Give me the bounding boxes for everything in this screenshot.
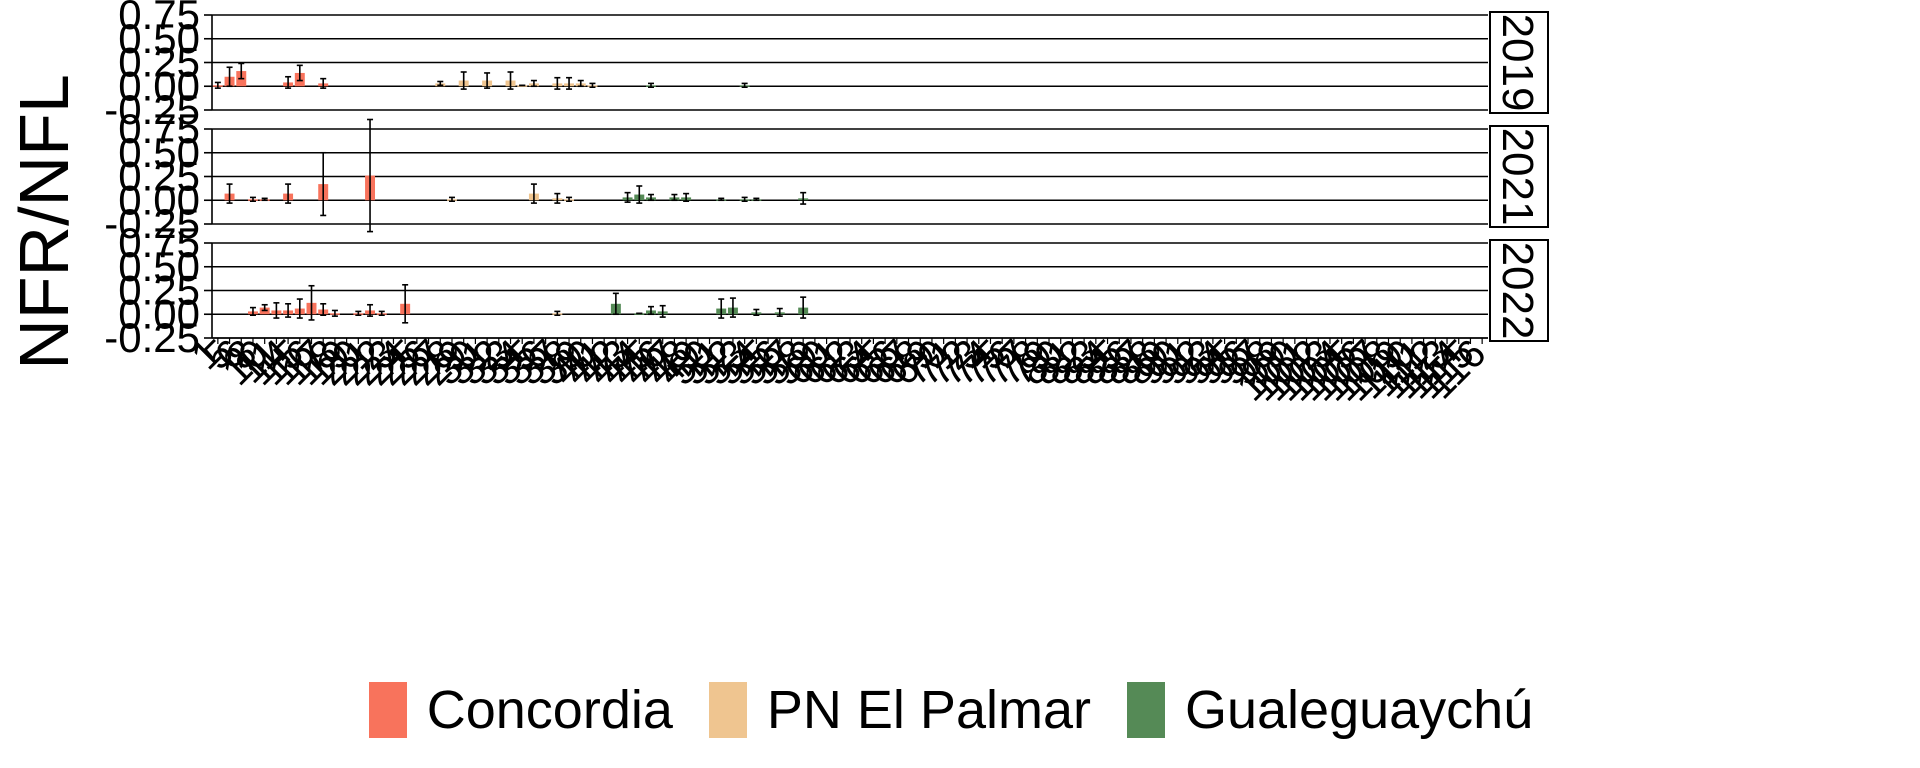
y-tick-label: 0.50	[118, 15, 200, 62]
y-tick-label: 0.50	[118, 243, 200, 290]
legend-label-concordia: Concordia	[426, 680, 673, 740]
y-axis-label: NFR/NFL	[5, 74, 83, 370]
y-tick-label: 0.75	[118, 105, 200, 152]
legend-swatch-concordia	[368, 682, 407, 738]
legend-label-pn-el-palmar: PN El Palmar	[766, 680, 1091, 740]
legend-item-gualeguaychu: Gualeguaychú	[1126, 680, 1534, 740]
y-tick-label: 0.50	[118, 129, 200, 176]
legend-swatch-gualeguaychu	[1126, 682, 1165, 738]
y-tick-label: 0.00	[118, 176, 200, 223]
y-tick-label: 0.00	[118, 290, 200, 337]
y-tick-label: 0.25	[118, 267, 200, 314]
y-tick-label: 0.00	[118, 62, 200, 109]
y-tick-label: -0.25	[104, 314, 200, 361]
legend-swatch-pn-el-palmar	[708, 682, 747, 738]
panel-2021: -0.250.000.250.500.75 2021	[104, 105, 1549, 247]
x-axis: 1568101114151617181920212223242526272829…	[183, 331, 1494, 409]
y-tick-label: 0.75	[118, 0, 200, 38]
panel-2019: -0.250.000.250.500.75 2019	[104, 0, 1549, 133]
legend: Concordia PN El Palmar Gualeguaychú	[0, 675, 1920, 745]
legend-item-concordia: Concordia	[368, 680, 673, 740]
facet-strip	[1489, 125, 1549, 228]
y-tick-label: -0.25	[104, 86, 200, 133]
y-tick-label: 0.25	[118, 153, 200, 200]
legend-item-pn-el-palmar: PN El Palmar	[708, 680, 1091, 740]
facet-strip-label: 2022	[1493, 242, 1542, 340]
y-tick-label: -0.25	[104, 200, 200, 247]
y-tick-label: 0.75	[118, 219, 200, 266]
facet-strip-label: 2021	[1493, 128, 1542, 226]
legend-label-gualeguaychu: Gualeguaychú	[1184, 680, 1534, 740]
facet-strip	[1489, 11, 1549, 114]
y-tick-label: 0.25	[118, 39, 200, 86]
facet-strip	[1489, 239, 1549, 342]
facet-strip-label: 2019	[1493, 14, 1542, 112]
